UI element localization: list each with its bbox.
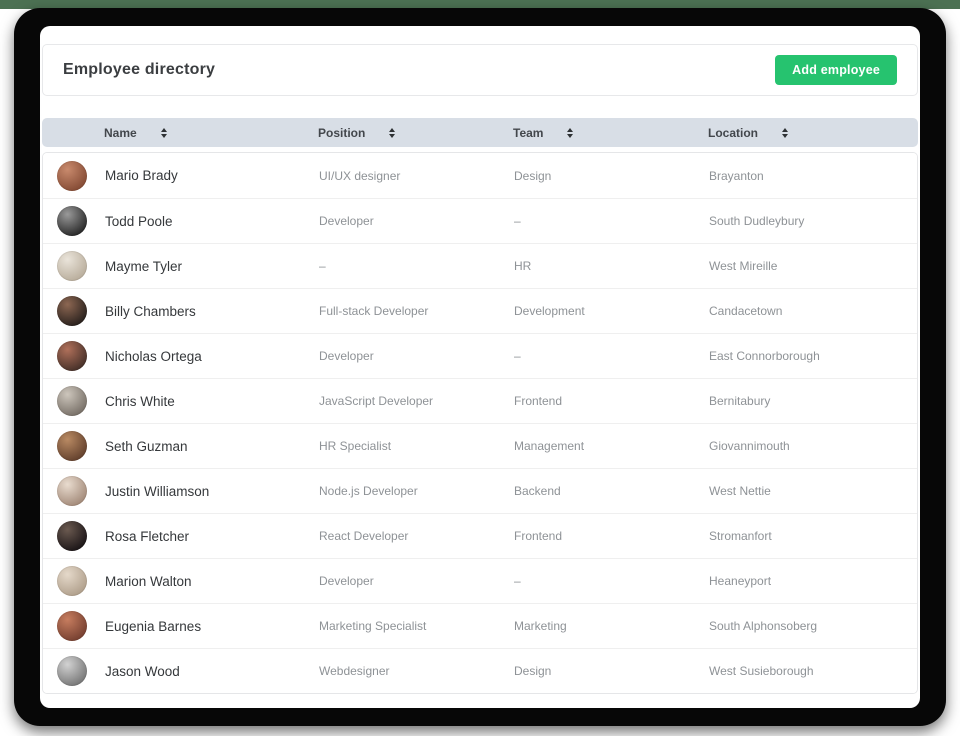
avatar bbox=[57, 386, 87, 416]
table-row: Justin Williamson Node.js Developer Back… bbox=[43, 468, 917, 513]
column-header-label: Location bbox=[708, 125, 758, 140]
sort-icon[interactable] bbox=[389, 127, 396, 138]
employee-position: Node.js Developer bbox=[319, 484, 418, 498]
column-header-label: Name bbox=[104, 125, 137, 140]
employee-position: Webdesigner bbox=[319, 664, 390, 678]
employee-team: Frontend bbox=[514, 394, 563, 408]
avatar bbox=[57, 431, 87, 461]
table-row: Seth Guzman HR Specialist Management Gio… bbox=[43, 423, 917, 468]
employee-location: West Mireille bbox=[709, 259, 778, 273]
employee-team: Marketing bbox=[514, 619, 567, 633]
employee-name: Todd Poole bbox=[105, 213, 173, 229]
employee-name: Seth Guzman bbox=[105, 438, 188, 454]
avatar bbox=[57, 206, 87, 236]
employee-position: HR Specialist bbox=[319, 439, 392, 453]
employee-name: Marion Walton bbox=[105, 573, 192, 589]
table-row: Eugenia Barnes Marketing Specialist Mark… bbox=[43, 603, 917, 648]
employee-team: Design bbox=[514, 664, 552, 678]
table-row: Nicholas Ortega Developer – East Connorb… bbox=[43, 333, 917, 378]
employee-location: West Nettie bbox=[709, 484, 771, 498]
employee-name: Chris White bbox=[105, 393, 175, 409]
avatar bbox=[57, 160, 87, 191]
table-row: Marion Walton Developer – Heaneyport bbox=[43, 558, 917, 603]
avatar bbox=[57, 296, 87, 326]
sort-icon[interactable] bbox=[567, 127, 574, 138]
column-header-location[interactable]: Location bbox=[708, 126, 904, 140]
employee-position: Developer bbox=[319, 574, 374, 588]
avatar bbox=[57, 656, 87, 686]
employee-location: Heaneyport bbox=[709, 574, 772, 588]
employee-name: Jason Wood bbox=[105, 663, 180, 679]
table-row: Mayme Tyler – HR West Mireille bbox=[43, 243, 917, 288]
employee-team: – bbox=[514, 574, 521, 588]
table-header-bar: Name Position Team Location bbox=[42, 118, 918, 147]
avatar bbox=[57, 251, 87, 281]
employee-position: – bbox=[319, 259, 326, 273]
employee-name: Eugenia Barnes bbox=[105, 618, 202, 634]
employee-location: South Dudleybury bbox=[709, 214, 805, 228]
content-panel: Employee directory Add employee Name Pos… bbox=[40, 26, 920, 708]
employee-team: Development bbox=[514, 304, 585, 318]
employee-position: UI/UX designer bbox=[319, 168, 401, 183]
column-header-label: Position bbox=[318, 125, 366, 140]
employee-location: Giovannimouth bbox=[709, 439, 790, 453]
employee-location: South Alphonsoberg bbox=[709, 619, 818, 633]
column-header-position[interactable]: Position bbox=[318, 126, 513, 140]
employee-team: HR bbox=[514, 259, 532, 273]
avatar bbox=[57, 566, 87, 596]
employee-name: Rosa Fletcher bbox=[105, 528, 190, 544]
employee-team: Management bbox=[514, 439, 585, 453]
avatar bbox=[57, 476, 87, 506]
employee-position: Full-stack Developer bbox=[319, 304, 429, 318]
table-row: Billy Chambers Full-stack Developer Deve… bbox=[43, 288, 917, 333]
employee-name: Nicholas Ortega bbox=[105, 348, 202, 364]
employee-team: Frontend bbox=[514, 529, 563, 543]
employee-name: Mario Brady bbox=[105, 168, 178, 183]
employee-location: Brayanton bbox=[709, 168, 764, 183]
employee-team: – bbox=[514, 349, 521, 363]
employee-team: Design bbox=[514, 168, 552, 183]
page-title: Employee directory bbox=[63, 61, 216, 78]
avatar bbox=[57, 521, 87, 551]
table-row: Mario Brady UI/UX designer Design Brayan… bbox=[43, 153, 917, 198]
avatar bbox=[57, 611, 87, 641]
employee-team: Backend bbox=[514, 484, 561, 498]
employee-name: Billy Chambers bbox=[105, 303, 196, 319]
sort-icon[interactable] bbox=[160, 127, 167, 138]
directory-header: Employee directory Add employee bbox=[42, 44, 918, 96]
employee-table: Mario Brady UI/UX designer Design Brayan… bbox=[42, 152, 918, 694]
employee-team: – bbox=[514, 214, 521, 228]
employee-position: Developer bbox=[319, 349, 374, 363]
employee-location: Stromanfort bbox=[709, 529, 772, 543]
table-row: Rosa Fletcher React Developer Frontend S… bbox=[43, 513, 917, 558]
employee-position: JavaScript Developer bbox=[319, 394, 434, 408]
employee-location: West Susieborough bbox=[709, 664, 814, 678]
sort-icon[interactable] bbox=[782, 127, 788, 138]
employee-name: Justin Williamson bbox=[105, 483, 210, 499]
employee-position: Marketing Specialist bbox=[319, 619, 427, 633]
employee-location: Bernitabury bbox=[709, 394, 771, 408]
employee-position: React Developer bbox=[319, 529, 409, 543]
table-row: Todd Poole Developer – South Dudleybury bbox=[43, 198, 917, 243]
avatar bbox=[57, 341, 87, 371]
employee-name: Mayme Tyler bbox=[105, 258, 183, 274]
column-header-team[interactable]: Team bbox=[513, 126, 708, 140]
desktop-background-strip bbox=[0, 0, 960, 9]
column-header-name[interactable]: Name bbox=[104, 126, 318, 140]
table-row: Jason Wood Webdesigner Design West Susie… bbox=[43, 648, 917, 693]
employee-location: East Connorborough bbox=[709, 349, 820, 363]
employee-location: Candacetown bbox=[709, 304, 783, 318]
window-backdrop: Employee directory Add employee Name Pos… bbox=[14, 8, 946, 726]
column-header-label: Team bbox=[513, 125, 544, 140]
add-employee-button[interactable]: Add employee bbox=[775, 55, 897, 85]
table-row: Chris White JavaScript Developer Fronten… bbox=[43, 378, 917, 423]
employee-position: Developer bbox=[319, 214, 374, 228]
